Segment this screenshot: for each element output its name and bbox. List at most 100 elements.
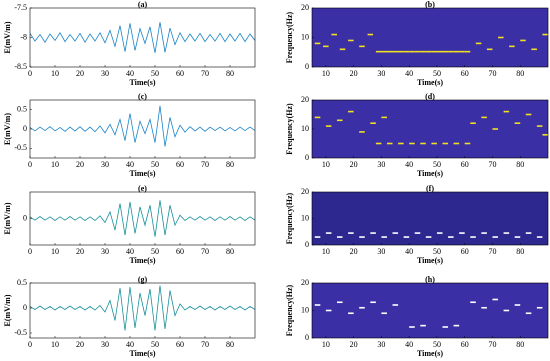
panel: 0 10 20 30 40 50 60 70 80-0.500.5(c)Time(s)E(mV/…: [3, 92, 256, 178]
spectral-point: [398, 142, 404, 145]
x-tick-label: 80: [226, 247, 234, 256]
spectral-point: [436, 232, 443, 234]
spectral-point: [481, 116, 487, 119]
panel: 10 20 30 40 50 60 70 80 0 10 20 (f) Time(s) Frequency…: [285, 184, 549, 265]
spectral-point: [425, 236, 432, 238]
x-axis-label: Time(s): [129, 349, 155, 358]
x-tick-label: 50: [433, 247, 441, 256]
spectral-point: [481, 232, 487, 234]
x-tick-label: 0: [28, 340, 32, 349]
y-tick-label: 0.5: [17, 278, 27, 287]
spectral-point: [381, 116, 387, 119]
spectral-point: [470, 301, 476, 304]
x-tick-label: 80: [516, 340, 524, 349]
y-tick-label: 20: [301, 278, 309, 287]
x-tick-label: 60: [176, 340, 184, 349]
signal-line: [30, 22, 255, 53]
x-tick-label: 80: [226, 69, 234, 78]
spectral-point: [381, 50, 387, 53]
y-tick-label: 0: [305, 240, 309, 249]
spectral-point: [409, 142, 415, 145]
signal-line: [30, 105, 255, 147]
y-tick-label: -8.5: [14, 62, 27, 71]
x-tick-label: 30: [101, 340, 109, 349]
x-tick-label: 20: [76, 247, 84, 256]
spectral-point: [403, 236, 410, 238]
spectral-point: [370, 232, 376, 234]
spectral-point: [314, 304, 321, 306]
spectral-point: [536, 236, 543, 238]
x-tick-label: 40: [405, 160, 413, 169]
y-tick-label: 0: [23, 213, 27, 222]
spectral-point: [492, 298, 499, 301]
x-tick-label: 10: [51, 69, 59, 78]
x-tick-label: 70: [201, 69, 209, 78]
panel-title: (h): [425, 275, 435, 284]
spectral-point: [336, 236, 343, 238]
y-axis-label: Frequency(Hz): [285, 192, 294, 244]
panel: 10 20 30 40 50 60 70 80 0 10 20 (b) Time(s) Frequency…: [285, 0, 549, 87]
x-axis-label: Time(s): [129, 78, 155, 87]
spectral-point: [314, 116, 321, 119]
spectral-point: [464, 142, 471, 145]
panel: 0 10 20 30 40 50 60 70 80-0.500.5 (g)Time(s)E(mV/…: [3, 275, 256, 358]
spectral-point: [348, 39, 354, 42]
x-tick-label: 10: [322, 160, 330, 169]
spectral-point: [475, 42, 482, 45]
x-tick-label: 60: [461, 69, 469, 78]
spectral-point: [431, 50, 437, 53]
spectral-point: [336, 119, 343, 122]
spectral-point: [359, 236, 365, 238]
y-tick-label: 20: [301, 3, 309, 12]
y-axis-label: E(mV/m): [3, 294, 12, 326]
x-tick-label: 10: [322, 247, 330, 256]
spectral-point: [348, 312, 354, 315]
x-tick-label: 60: [176, 247, 184, 256]
spectral-point: [503, 309, 510, 312]
spectral-point: [470, 236, 476, 238]
spectral-point: [392, 50, 399, 53]
x-tick-label: 20: [76, 340, 84, 349]
x-tick-label: 50: [151, 69, 159, 78]
y-tick-label: -0.5: [14, 143, 27, 152]
y-axis-label: E(mV/m): [3, 202, 12, 234]
spectral-point: [503, 110, 510, 113]
spectral-point: [314, 42, 321, 45]
y-tick-label: 20: [301, 95, 309, 104]
x-tick-label: 50: [151, 340, 159, 349]
x-tick-label: 30: [377, 340, 385, 349]
spectral-point: [470, 122, 476, 124]
spectral-point: [492, 128, 499, 130]
spectral-point: [486, 48, 493, 51]
spectral-point: [325, 125, 332, 127]
spectral-point: [420, 324, 426, 327]
spectral-point: [348, 110, 354, 113]
x-tick-label: 0: [28, 160, 32, 169]
signal-line: [30, 200, 255, 237]
spectral-point: [520, 39, 526, 42]
x-tick-label: 30: [101, 160, 109, 169]
spectral-point: [536, 125, 543, 127]
spectral-point: [492, 236, 499, 238]
spectral-point: [420, 142, 426, 145]
spectral-point: [459, 50, 465, 53]
spectral-point: [381, 236, 387, 238]
spectral-point: [509, 45, 515, 48]
y-axis-label: Frequency(Hz): [285, 103, 294, 155]
x-tick-label: 80: [226, 340, 234, 349]
x-tick-label: 10: [51, 247, 59, 256]
y-tick-label: 10: [301, 124, 309, 133]
spectral-point: [442, 326, 449, 328]
x-tick-label: 50: [433, 69, 441, 78]
x-tick-label: 50: [151, 160, 159, 169]
x-axis-label: Time(s): [129, 256, 155, 265]
axes-frame: [29, 99, 256, 159]
x-tick-label: 0: [28, 69, 32, 78]
spectral-point: [453, 324, 460, 327]
spectral-point: [453, 50, 460, 53]
spectral-point: [359, 45, 365, 48]
y-axis-label: Frequency(Hz): [285, 11, 294, 63]
spectral-point: [464, 50, 471, 53]
x-tick-label: 20: [76, 160, 84, 169]
